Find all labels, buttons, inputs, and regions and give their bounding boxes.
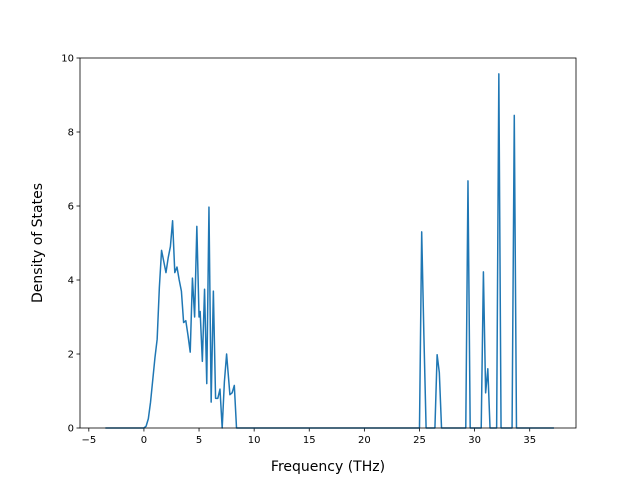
y-axis-ticks: 0 2 4 6 8 10: [61, 54, 80, 435]
x-tick-label: 30: [468, 435, 481, 446]
x-tick-label: 20: [358, 435, 371, 446]
x-tick-label: 15: [303, 435, 316, 446]
y-tick-label: 2: [68, 350, 74, 361]
y-tick-label: 4: [68, 276, 74, 287]
y-tick-label: 10: [61, 54, 74, 65]
x-tick-label: 0: [141, 435, 147, 446]
x-tick-label: 35: [523, 435, 536, 446]
x-axis-ticks: −5 0 5 10 15 20 25 30 35: [81, 428, 536, 446]
dos-series-line: [105, 73, 554, 429]
x-axis-label: Frequency (THz): [271, 459, 385, 475]
y-tick-label: 6: [68, 202, 74, 213]
y-axis-label: Density of States: [30, 183, 46, 303]
x-tick-label: −5: [81, 435, 96, 446]
x-tick-label: 25: [413, 435, 426, 446]
y-tick-label: 8: [68, 128, 74, 139]
x-tick-label: 5: [196, 435, 202, 446]
plot-frame: [79, 57, 577, 429]
y-tick-label: 0: [68, 424, 74, 435]
x-tick-label: 10: [248, 435, 261, 446]
